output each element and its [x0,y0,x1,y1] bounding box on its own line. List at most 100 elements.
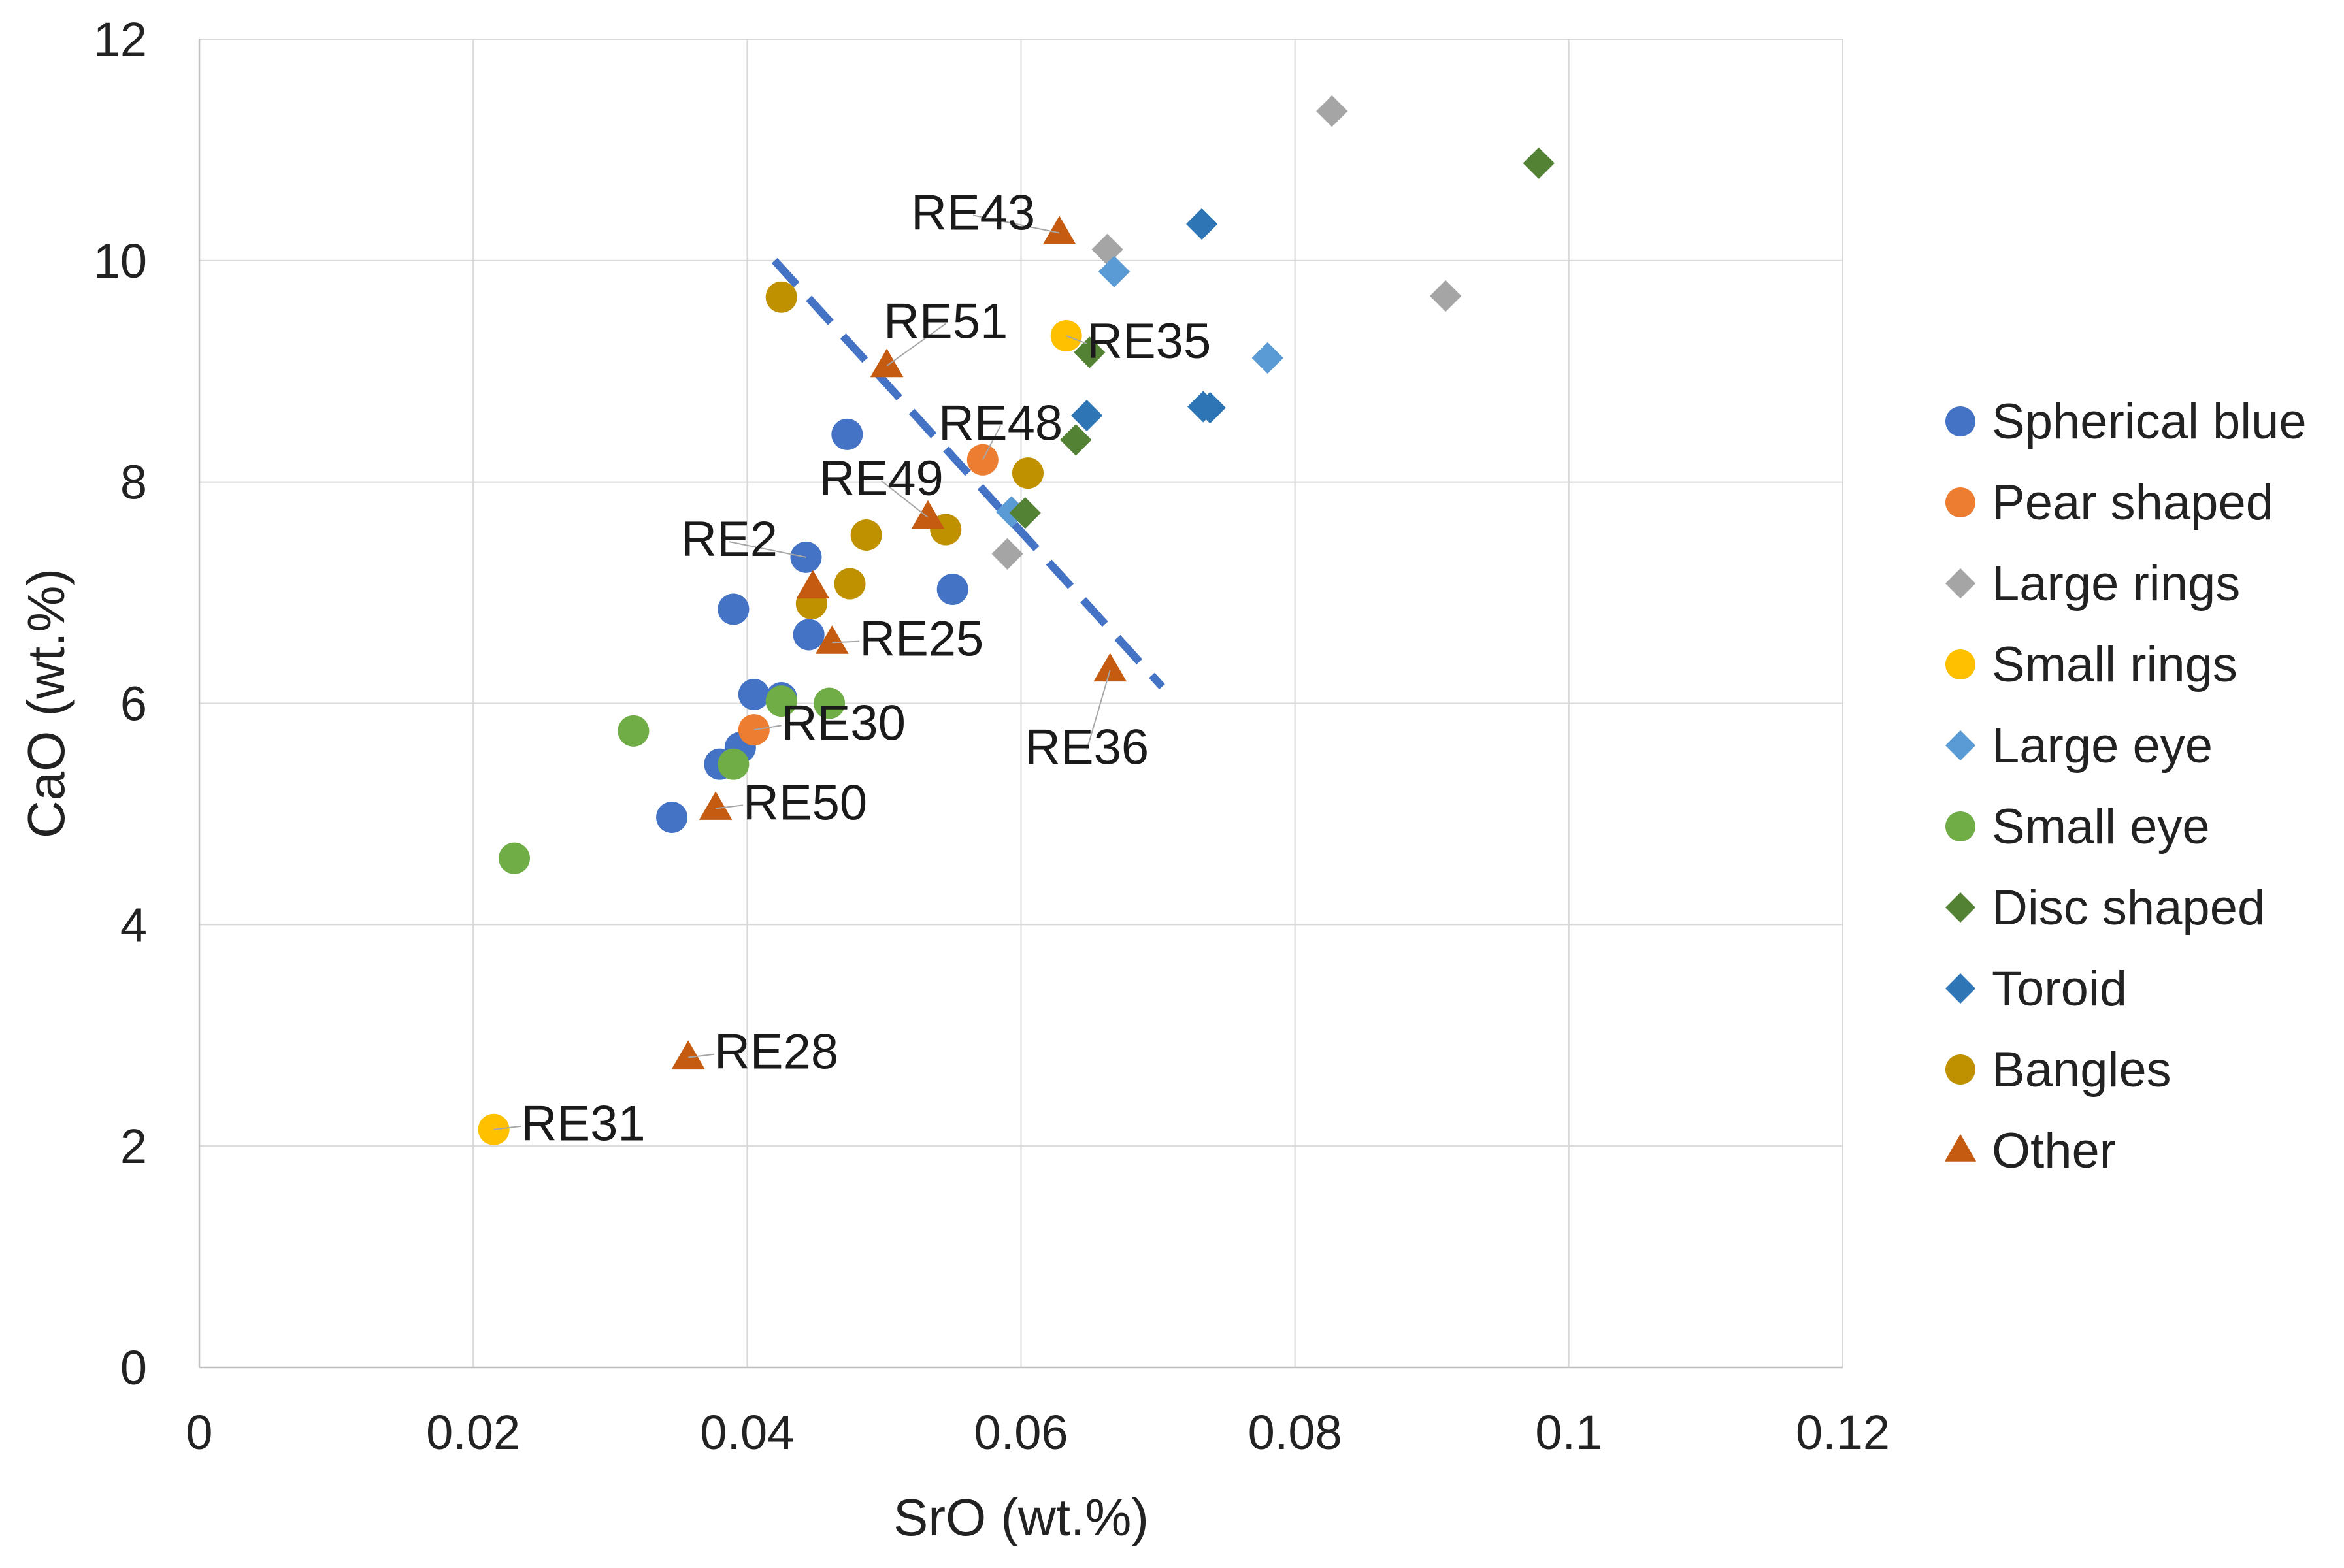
point-bangles [850,519,882,551]
x-tick-label: 0.08 [1248,1405,1342,1460]
series-toroid [1070,208,1226,432]
legend-label: Bangles [1992,1042,2171,1098]
point-large-rings [1091,233,1123,266]
point-disc-shaped [1074,336,1106,368]
legend-label: Other [1992,1123,2116,1179]
legend-marker [1945,649,1975,679]
annotation-leader [832,640,860,644]
legend-marker [1945,568,1976,599]
point-small-eye [499,842,531,874]
series-large-rings [991,95,1462,570]
legend: Spherical blue Pear shaped Large rings Smal… [1944,394,2307,1179]
legend-item-bangles: Bangles [1945,1042,2171,1098]
legend-label: Spherical blue [1992,394,2307,449]
point-large-eye [1098,255,1131,287]
y-tick-label: 10 [93,234,147,288]
y-tick-label: 2 [120,1119,147,1173]
legend-label: Large rings [1992,556,2240,612]
trendline-layer [771,257,1165,690]
point-other [870,348,904,378]
point-other [671,1040,705,1070]
x-tick-label: 0 [186,1405,212,1460]
series-large-eye [995,255,1283,528]
point-disc-shaped [1009,497,1041,529]
annotation-re25: RE25 [859,612,983,667]
legend-item-pear-shaped: Pear shaped [1945,475,2273,531]
annotation-leader [1086,670,1111,750]
series-other [671,216,1127,1070]
point-toroid [1070,399,1103,432]
annotation-leader [493,1125,521,1130]
annotation-re49: RE49 [819,451,944,506]
x-tick-label: 0.12 [1796,1405,1890,1460]
series-bangles [765,281,1044,620]
point-spherical-blue [936,574,968,606]
legend-marker [1945,892,1976,923]
legend-label: Pear shaped [1992,475,2273,531]
point-spherical-blue [793,619,825,651]
legend-label: Toroid [1992,961,2127,1017]
legend-item-spherical-blue: Spherical blue [1945,394,2307,449]
legend-label: Large eye [1992,718,2213,774]
point-small-eye [618,715,650,747]
legend-label: Small rings [1992,637,2237,693]
legend-marker [1945,973,1976,1004]
data-points [478,95,1555,1145]
legend-item-toroid: Toroid [1945,961,2127,1017]
series-disc-shaped [1009,147,1555,529]
legend-marker [1945,730,1976,761]
annotation-re30: RE30 [782,695,906,751]
point-other [1042,216,1076,244]
legend-label: Small eye [1992,799,2210,855]
point-toroid [1186,208,1218,240]
point-toroid [1194,392,1226,424]
point-bangles [765,281,797,313]
annotation-re50: RE50 [743,775,867,830]
annotation-re43: RE43 [911,185,1035,240]
point-spherical-blue [718,593,750,625]
y-tick-label: 12 [93,12,147,67]
legend-item-other: Other [1944,1123,2116,1179]
annotation-leader [753,725,782,731]
x-tick-label: 0.06 [974,1405,1068,1460]
point-large-rings [1430,280,1462,312]
point-spherical-blue [656,801,688,833]
annotation-leader [881,480,929,518]
point-disc-shaped [1060,424,1092,456]
point-other [815,625,849,654]
annotation-leader [1066,335,1087,344]
annotation-re2: RE2 [681,512,778,567]
legend-label: Disc shaped [1992,880,2265,936]
y-tick-label: 8 [120,455,147,510]
legend-item-disc-shaped: Disc shaped [1945,880,2265,936]
legend-item-small-rings: Small rings [1945,637,2237,693]
legend-marker [1945,1054,1975,1085]
annotation-leader [982,425,1001,461]
legend-item-small-eye: Small eye [1945,799,2210,855]
x-axis-title: SrO (wt.%) [893,1488,1149,1546]
series-small-eye [499,685,846,874]
annotation-re28: RE28 [714,1024,838,1080]
annotation-leader [716,804,744,809]
point-small-eye [765,685,797,717]
x-tick-label: 0.02 [426,1405,520,1460]
point-bangles [834,568,866,600]
y-tick-label: 6 [120,677,147,731]
trendline [771,257,1165,690]
legend-item-large-rings: Large rings [1945,556,2240,612]
annotation-re51: RE51 [883,293,1008,349]
y-tick-label: 0 [120,1341,147,1395]
axes: 0 0.02 0.04 0.06 0.08 0.1 0.12 0 2 4 6 8 10 12 [93,12,1890,1460]
point-small-eye [814,687,846,719]
x-tick-label: 0.04 [700,1405,794,1460]
annotation-re35: RE35 [1087,314,1211,369]
point-bangles [1012,457,1044,489]
point-other [911,500,945,529]
y-tick-label: 4 [120,898,147,952]
y-axis-title: CaO (wt.%) [17,568,75,838]
legend-marker [1945,487,1975,517]
annotation-re31: RE31 [521,1096,646,1152]
point-large-eye [1251,342,1283,374]
